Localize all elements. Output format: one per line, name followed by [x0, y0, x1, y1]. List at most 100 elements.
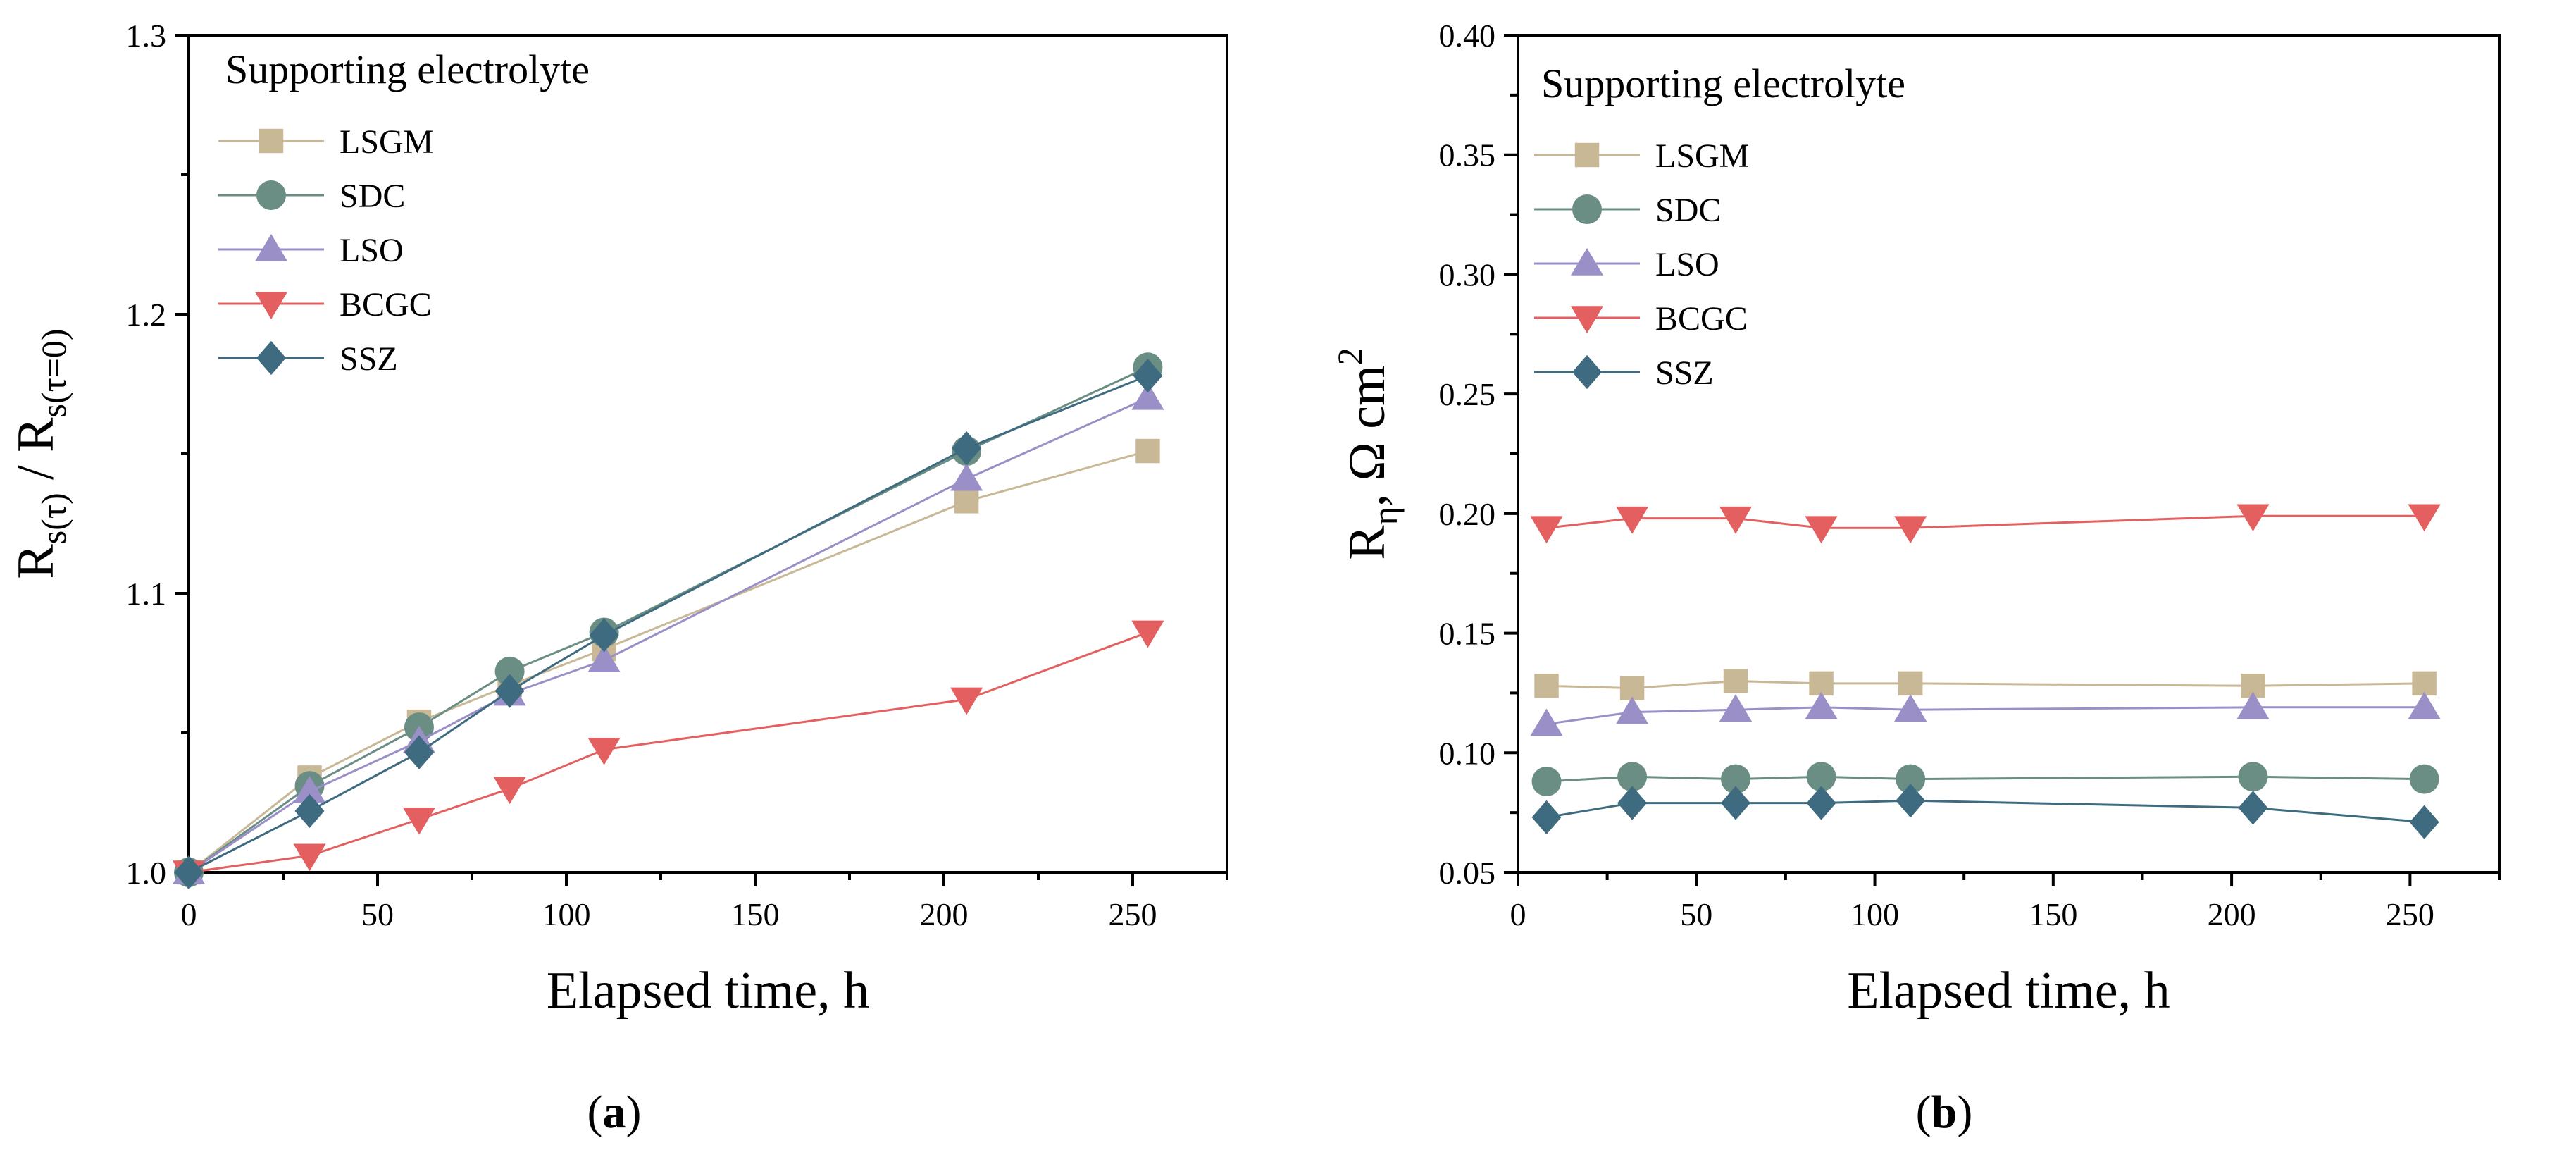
series-lsgm — [1534, 669, 2437, 700]
series-sdc — [174, 352, 1163, 887]
data-point — [2236, 504, 2270, 532]
series-bcgc — [172, 620, 1164, 889]
data-point — [1131, 382, 1164, 410]
legend-label: LSO — [1655, 246, 1719, 283]
legend-title: Supporting electrolyte — [1541, 61, 1905, 106]
data-point — [2238, 791, 2268, 825]
data-point — [174, 855, 204, 890]
data-point — [1530, 516, 1563, 544]
x-tick-label: 250 — [1109, 896, 1157, 932]
data-point — [1131, 620, 1164, 648]
data-point — [493, 777, 526, 805]
y-tick-label: 1.2 — [126, 297, 167, 333]
legend-marker — [254, 233, 288, 261]
data-point — [1894, 516, 1927, 544]
y-label-base: R — [1338, 525, 1396, 560]
y-tick-label: 0.10 — [1439, 735, 1496, 771]
panel-label-letter: a — [603, 1087, 626, 1138]
series-line — [1546, 679, 2425, 690]
data-point — [293, 776, 326, 803]
legend-marker — [1572, 354, 1602, 390]
data-point — [1805, 516, 1838, 544]
y-tick-label: 0.20 — [1439, 496, 1496, 532]
data-point — [2409, 805, 2439, 839]
data-point — [1530, 708, 1563, 736]
legend-title: Supporting electrolyte — [225, 47, 590, 92]
y-tick-label: 0.30 — [1439, 256, 1496, 292]
data-point — [1894, 694, 1927, 722]
panel-label-letter: b — [1931, 1087, 1958, 1138]
data-point — [2409, 764, 2439, 794]
x-tick-label: 50 — [1680, 896, 1712, 932]
y-tick-label: 0.25 — [1439, 376, 1496, 412]
series-line — [1546, 706, 2425, 726]
data-point — [1531, 800, 1562, 835]
y-label-subscript: s(τ) — [34, 493, 73, 544]
x-tick-label: 0 — [1510, 896, 1526, 932]
legend: Supporting electrolyte LSGM SDC LSO BCGC SSZ — [218, 47, 590, 378]
x-tick-label: 150 — [2029, 896, 2077, 932]
y-label-separator: / R — [7, 417, 65, 493]
data-point — [1619, 676, 1645, 700]
data-point — [587, 644, 621, 672]
x-tick-label: 0 — [181, 896, 197, 932]
data-point — [1723, 669, 1748, 693]
data-point — [1896, 784, 1926, 818]
series-ssz — [174, 358, 1163, 890]
data-point — [293, 843, 326, 872]
y-axis-label: Rs(τ) / Rs(τ=0) — [7, 328, 73, 579]
data-point — [494, 656, 525, 686]
data-point — [1809, 671, 1834, 696]
data-point — [1615, 506, 1649, 534]
data-point — [1615, 696, 1649, 724]
data-point — [2408, 691, 2441, 719]
legend-label: LSO — [340, 232, 404, 269]
legend-label: LSGM — [1655, 137, 1749, 175]
y-tick-label: 0.05 — [1439, 855, 1496, 891]
data-point — [402, 807, 436, 835]
y-tick-label: 0.15 — [1439, 616, 1496, 652]
data-point — [2408, 504, 2441, 532]
panel-label-paren: ) — [626, 1087, 642, 1138]
legend-label: SDC — [1655, 192, 1721, 229]
data-point — [1806, 762, 1836, 792]
panel-label-paren: ( — [587, 1087, 603, 1138]
data-point — [2238, 762, 2268, 792]
panel-label: (a) — [587, 1087, 642, 1138]
y-label-separator: , Ω cm — [1338, 365, 1396, 507]
data-point — [2236, 691, 2270, 719]
x-tick-label: 50 — [361, 896, 394, 932]
data-point — [1896, 764, 1926, 794]
x-axis-label: Elapsed time, h — [547, 962, 869, 1020]
data-point — [1133, 358, 1163, 393]
plot-frame — [187, 34, 1228, 874]
chart-panel-a: 0 50 100 150 200 250 1.0 1.1 1.2 1.3 Supporting el… — [7, 18, 1228, 1138]
data-point — [1135, 438, 1160, 464]
y-label-subscript: s(τ=0) — [34, 328, 73, 417]
legend-marker — [256, 180, 286, 210]
series-lsgm — [176, 438, 1160, 885]
legend-label: BCGC — [340, 286, 432, 323]
y-tick-label: 1.1 — [126, 576, 167, 612]
x-axis-label: Elapsed time, h — [1847, 962, 2170, 1020]
series-line — [188, 631, 1148, 874]
data-point — [1806, 786, 1836, 820]
panel-label-paren: ) — [1957, 1087, 1972, 1138]
data-point — [1534, 674, 1559, 698]
y-label-subscript: η — [1365, 507, 1405, 525]
y-tick-label: 1.0 — [126, 855, 167, 891]
panel-label: (b) — [1916, 1087, 1973, 1138]
data-point — [1617, 786, 1648, 820]
x-tick-label: 150 — [731, 896, 780, 932]
legend-marker — [254, 292, 288, 320]
legend-label: LSGM — [340, 123, 433, 161]
data-point — [954, 489, 979, 514]
x-tick-label: 100 — [542, 896, 591, 932]
data-point — [1719, 694, 1753, 722]
legend-label: SSZ — [340, 340, 398, 378]
legend-marker — [1572, 194, 1602, 224]
panel-label-paren: ( — [1916, 1087, 1931, 1138]
series-sdc — [1531, 762, 2439, 797]
y-tick-label: 0.40 — [1439, 18, 1496, 54]
chart-panel-b: 0 50 100 150 200 250 0.05 0.10 0.15 0.20 0.25 0.30 0… — [1330, 18, 2501, 1138]
